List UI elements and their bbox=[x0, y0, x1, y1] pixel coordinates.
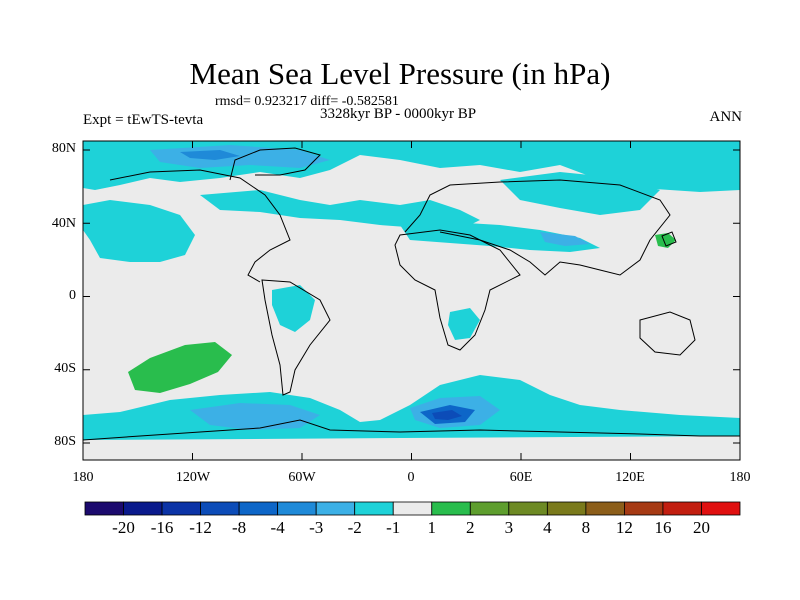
mediterranean-negative bbox=[400, 222, 600, 252]
colorbar-label: 20 bbox=[692, 518, 710, 537]
colorbar-label: 12 bbox=[615, 518, 633, 537]
period-label: 3328kyr BP - 0000kyr BP bbox=[320, 106, 477, 122]
lat-label: 40S bbox=[54, 361, 76, 376]
south-pacific-positive bbox=[128, 342, 232, 393]
lon-label: 60W bbox=[288, 470, 316, 485]
coastlines bbox=[83, 147, 740, 441]
colorbar-swatch bbox=[84, 501, 124, 516]
colorbar-label: 4 bbox=[543, 518, 552, 537]
colorbar-swatch bbox=[624, 501, 664, 516]
colorbar-label: -12 bbox=[189, 518, 212, 537]
lat-label: 40N bbox=[51, 216, 76, 231]
coast-north-america bbox=[109, 169, 291, 283]
stats-line: rmsd= 0.923217 diff= -0.582581 bbox=[215, 94, 399, 109]
southern-strongest-core bbox=[432, 410, 462, 420]
colorbar-label: 16 bbox=[654, 518, 672, 537]
coast-south-america bbox=[261, 279, 331, 396]
coast-antarctica bbox=[83, 419, 740, 441]
colorbar-label: -4 bbox=[270, 518, 285, 537]
lon-label: 180 bbox=[729, 470, 751, 485]
asia-negative-core bbox=[540, 232, 590, 246]
colorbar-label: 8 bbox=[581, 518, 591, 537]
colorbar-label: 3 bbox=[504, 518, 514, 537]
colorbar-swatch bbox=[585, 501, 625, 516]
southern-negative-core-west bbox=[190, 403, 320, 430]
colorbar-swatch bbox=[431, 501, 471, 516]
axis-ticks bbox=[82, 141, 741, 460]
colorbar-label: -3 bbox=[309, 518, 324, 537]
colorbar-swatch bbox=[123, 501, 163, 516]
colorbar-label: -1 bbox=[386, 518, 401, 537]
colorbar-swatch bbox=[200, 501, 240, 516]
coast-japan bbox=[661, 231, 677, 247]
colorbar-label: -8 bbox=[232, 518, 247, 537]
colorbar-label: 2 bbox=[466, 518, 475, 537]
colorbar-swatch bbox=[469, 501, 510, 516]
colorbar-swatch bbox=[315, 501, 356, 516]
colorbar-swatch bbox=[354, 501, 394, 516]
colorbar-label: -2 bbox=[347, 518, 362, 537]
coast-eurasia bbox=[404, 179, 671, 276]
greenland-negative-core bbox=[150, 145, 330, 168]
lon-label: 60E bbox=[509, 470, 533, 485]
coast-greenland bbox=[229, 147, 321, 181]
coast-africa bbox=[394, 229, 521, 351]
lon-label: 0 bbox=[407, 470, 415, 485]
lat-label: 80S bbox=[54, 434, 76, 449]
colorbar-swatch bbox=[662, 501, 702, 516]
colorbar-swatch bbox=[701, 501, 741, 516]
lon-label: 120W bbox=[175, 470, 211, 485]
colorbar-swatch bbox=[508, 501, 548, 516]
coast-australia bbox=[639, 311, 696, 356]
colorbar-label: -20 bbox=[112, 518, 135, 537]
colorbar-swatch bbox=[238, 501, 279, 516]
arctic-stronger-core bbox=[180, 150, 240, 160]
south-africa-negative bbox=[448, 308, 480, 340]
antarctic-interior bbox=[83, 436, 740, 460]
experiment-label: Expt = tEwTS-tevta bbox=[83, 112, 204, 128]
season-label: ANN bbox=[709, 109, 743, 125]
south-america-negative bbox=[272, 285, 315, 332]
plot-title: Mean Sea Level Pressure (in hPa) bbox=[189, 56, 611, 91]
colorbar-swatch bbox=[277, 501, 317, 516]
colorbar-swatch bbox=[161, 501, 201, 516]
colorbar-swatch bbox=[392, 501, 433, 516]
north-pacific-negative bbox=[83, 200, 195, 262]
lat-label: 80N bbox=[51, 141, 76, 156]
colorbar-label: 1 bbox=[427, 518, 437, 537]
colorbar-label: -16 bbox=[150, 518, 174, 537]
lon-label: 180 bbox=[72, 470, 94, 485]
lat-label: 0 bbox=[69, 288, 76, 303]
lon-label: 120E bbox=[615, 470, 645, 485]
colorbar-swatch bbox=[546, 501, 587, 516]
atlantic-negative-band bbox=[200, 190, 480, 230]
eurasia-negative bbox=[500, 172, 660, 215]
